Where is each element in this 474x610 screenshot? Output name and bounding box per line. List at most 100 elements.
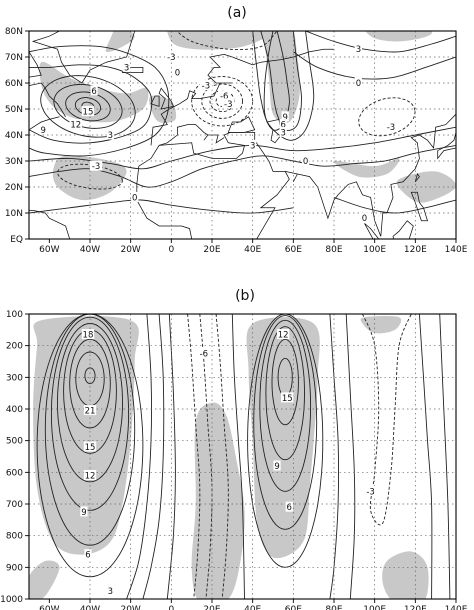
- a-contour-label-bg: [354, 43, 362, 54]
- a-contour-label: 3: [124, 63, 129, 73]
- b-contour-label: 12: [278, 331, 289, 341]
- contour-b-west-6: [44, 314, 136, 546]
- a-contour-label: 9: [282, 113, 287, 123]
- b-x-tick-label: 100E: [363, 605, 386, 610]
- contour-a-ural-9: [263, 31, 290, 131]
- contour-a-arctic-m3: [176, 31, 278, 51]
- contour-b-west-2: [69, 338, 111, 429]
- panel-b-shading: [29, 315, 429, 599]
- b-x-tick-label: 140E: [445, 605, 468, 610]
- a-contour-label-bg: [249, 139, 257, 150]
- b-y-tick-label: 800: [6, 532, 23, 542]
- shade-b-east: [246, 317, 320, 559]
- a-contour-label: 15: [83, 108, 94, 118]
- b-y-tick-label: 500: [6, 437, 23, 447]
- b-x-tick-label: 60E: [285, 605, 302, 610]
- panel-a-label: (a): [227, 5, 247, 21]
- a-y-tick-label: 10N: [5, 209, 23, 219]
- b-x-tick-label: 20W: [120, 605, 140, 610]
- b-contour-label-bg: [364, 485, 377, 496]
- a-contour-label-bg: [222, 98, 235, 109]
- a-x-tick-label: 60W: [39, 245, 59, 255]
- contour-b-west-3: [63, 329, 117, 454]
- a-contour-label: 9: [41, 126, 46, 136]
- b-contour-label-bg: [276, 329, 290, 340]
- a-contour-label-bg: [354, 77, 362, 88]
- contour-b-west-5: [50, 316, 130, 511]
- a-contour-label: 3: [250, 141, 255, 151]
- a-contour-label: 6: [280, 121, 285, 131]
- contour-a-tropic-0b: [29, 199, 294, 214]
- shade-a-india: [333, 158, 400, 178]
- a-contour-label: -3: [92, 162, 100, 172]
- panel-a-x-axis: 60W 40W 20W 0 20E 40E 60E 80E 100E 120E 140E: [39, 239, 468, 255]
- a-contour-label-bg: [218, 90, 231, 101]
- panel-a-grid: [29, 31, 456, 239]
- b-y-tick-label: 600: [6, 468, 23, 478]
- shade-b-center: [191, 402, 245, 599]
- contour-a-low-3: [191, 76, 254, 127]
- b-contour-label-bg: [273, 460, 281, 471]
- b-contour-label-bg: [106, 585, 114, 596]
- b-x-tick-label: 60W: [39, 605, 59, 610]
- coast-a-asia: [285, 87, 456, 237]
- coast-a-labrador: [29, 51, 66, 117]
- shade-a-greenland: [105, 31, 135, 53]
- b-contour-label-bg: [83, 470, 97, 480]
- a-contour-label-bg: [131, 191, 139, 202]
- contour-a-tropic-0: [333, 196, 456, 214]
- a-contour-label: -6: [220, 92, 228, 102]
- a-contour-label: 0: [356, 79, 361, 89]
- a-contour-label-bg: [173, 67, 182, 78]
- b-x-tick-label: 40W: [80, 605, 100, 610]
- b-contour-label: -3: [366, 487, 374, 497]
- b-y-tick-label: 900: [6, 563, 23, 573]
- b-contour-label: 12: [85, 472, 96, 482]
- b-contour-label: 3: [108, 587, 113, 597]
- a-contour-label-bg: [90, 85, 98, 96]
- b-y-tick-label: 700: [6, 500, 23, 510]
- b-contour-label: -6: [200, 350, 208, 360]
- contour-b-west-open-1: [126, 314, 152, 599]
- shade-a-subtropic: [52, 155, 127, 201]
- b-x-tick-label: 120E: [404, 605, 427, 610]
- a-contour-label: -3: [387, 123, 395, 133]
- a-y-tick-label: 50N: [5, 105, 23, 115]
- panel-b-contour-labels: 18 21 15 12 9 6 3 -6 12 15 9 6 -3: [80, 329, 377, 597]
- contour-b-far-east: [418, 314, 433, 599]
- contour-a-zero-1: [29, 45, 170, 157]
- a-contour-label-bg: [301, 155, 310, 166]
- b-y-tick-label: 1000: [0, 595, 23, 605]
- b-x-tick-label: 0: [168, 605, 174, 610]
- coast-a-sumatra: [364, 223, 380, 239]
- a-contour-label: 3: [356, 45, 361, 55]
- b-contour-label: 6: [85, 551, 90, 561]
- contour-a-ural-3: [252, 31, 315, 141]
- a-y-tick-label: 20N: [5, 183, 23, 193]
- panel-b-grid: [29, 314, 456, 599]
- b-contour-label: 6: [287, 503, 292, 513]
- coast-a-med: [158, 124, 225, 146]
- a-x-tick-label: 140E: [445, 245, 468, 255]
- b-y-tick-label: 100: [6, 310, 23, 320]
- contour-a-high-3: [53, 83, 123, 129]
- a-x-tick-label: 20W: [120, 245, 140, 255]
- contour-a-siberia-0: [293, 51, 456, 80]
- contour-b-west-7: [36, 314, 144, 578]
- contour-a-natl-m3: [57, 163, 123, 190]
- shade-a-ural: [260, 31, 300, 124]
- contour-b-east-4: [253, 315, 318, 530]
- coast-a-black-sea: [227, 116, 256, 133]
- coast-a-greenland: [31, 31, 136, 84]
- coast-a-samerica: [29, 210, 71, 239]
- b-contour-label: 21: [85, 407, 96, 417]
- a-x-tick-label: 40W: [80, 245, 100, 255]
- a-contour-label: 0: [303, 157, 308, 167]
- shade-b-bottom-right: [382, 551, 429, 599]
- contour-b-east-open: [329, 314, 339, 599]
- a-contour-label-bg: [106, 129, 114, 140]
- contour-b-zero-1: [166, 314, 176, 599]
- a-contour-label-bg: [279, 126, 287, 137]
